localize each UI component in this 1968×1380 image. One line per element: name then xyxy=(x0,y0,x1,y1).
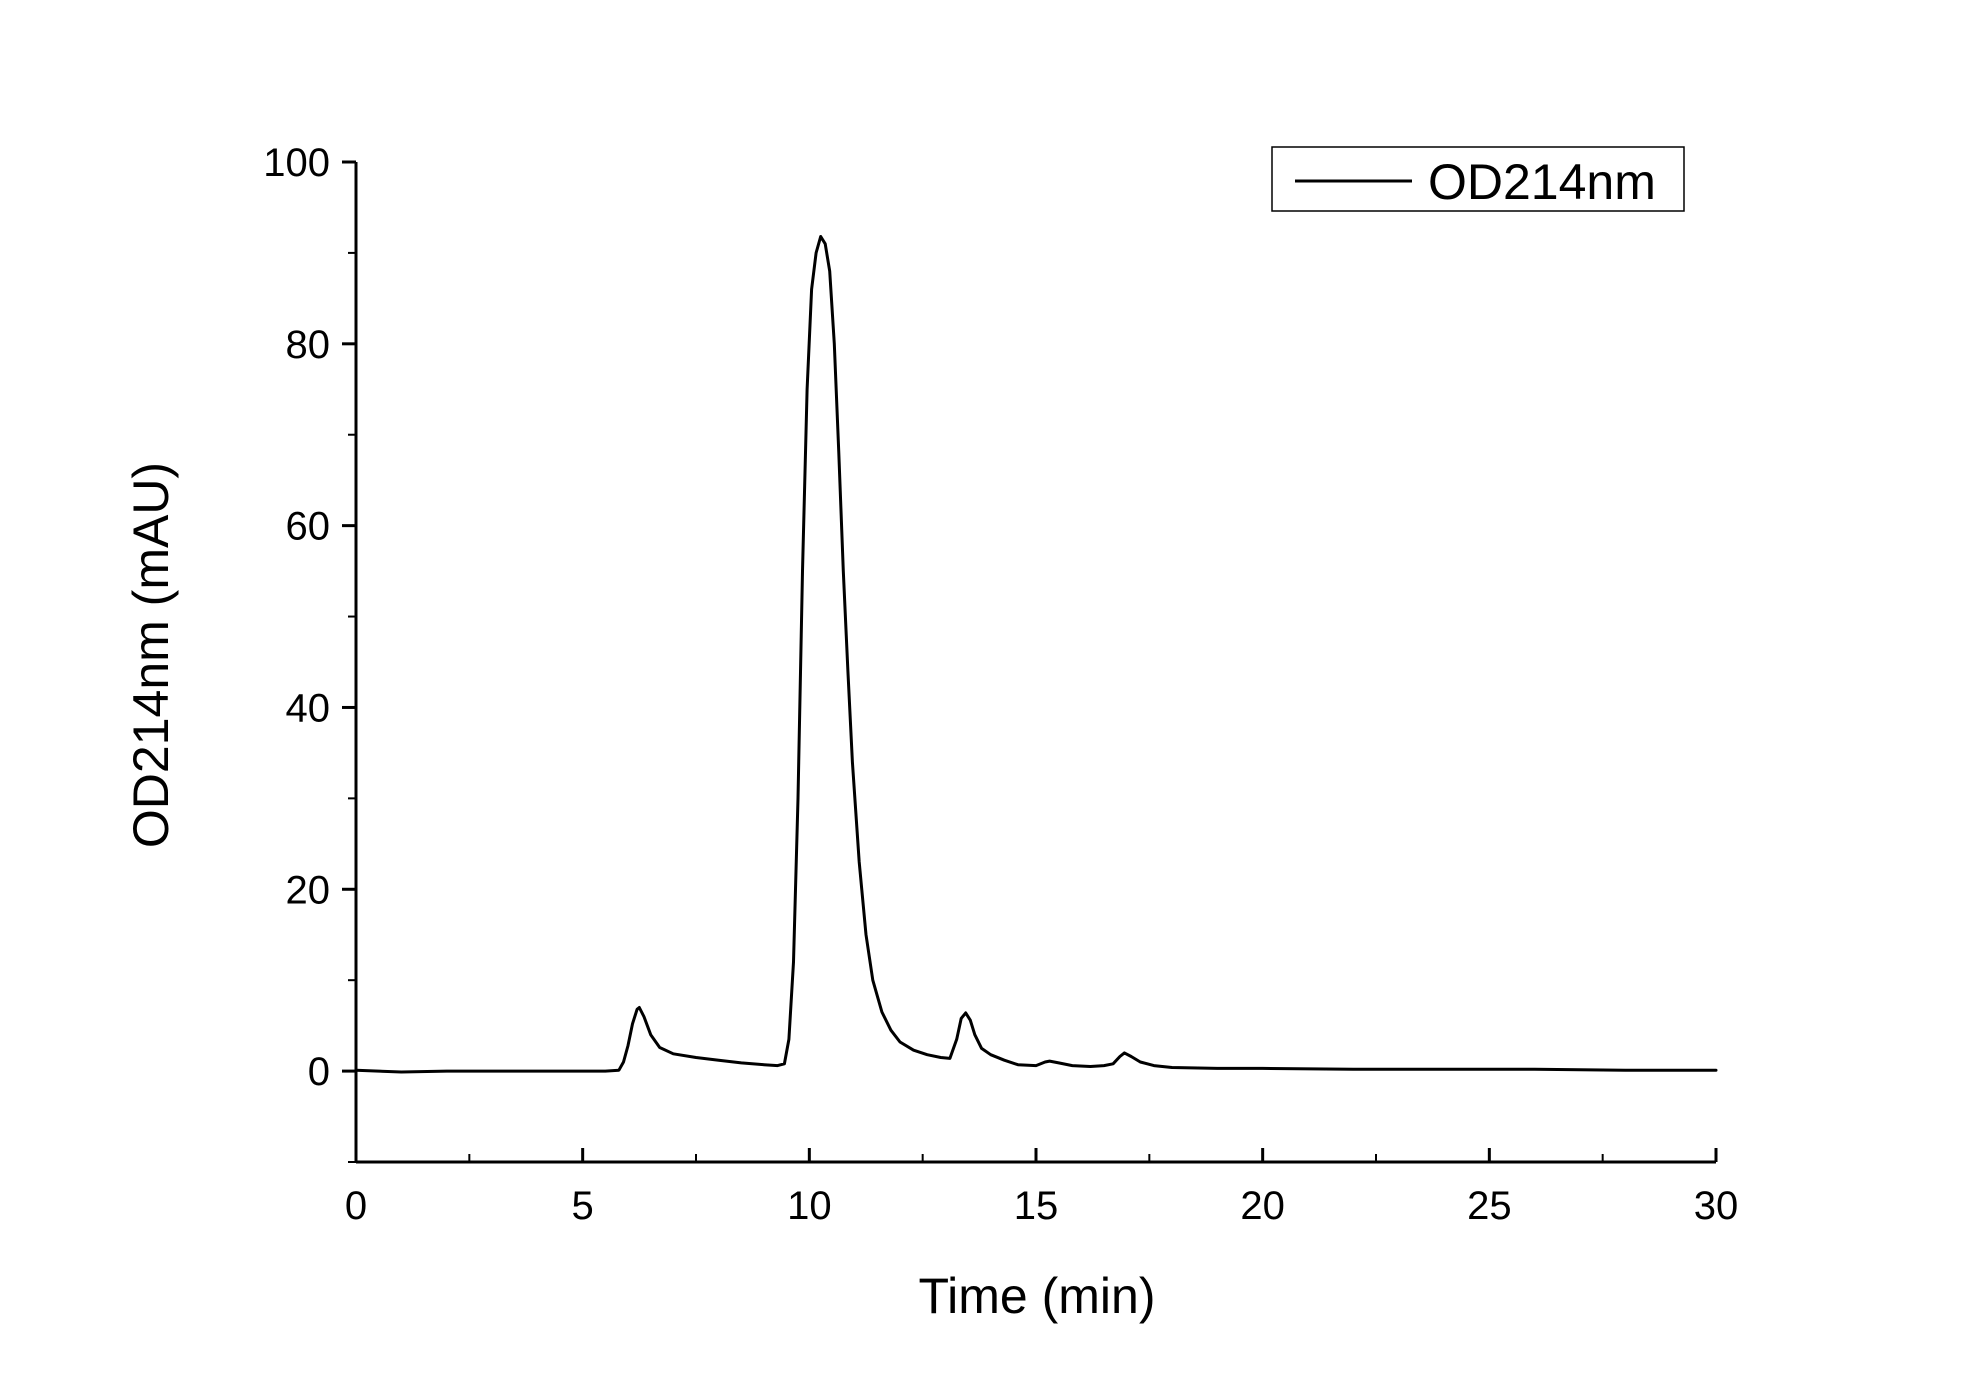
y-tick-label: 60 xyxy=(286,505,331,549)
y-tick-label: 20 xyxy=(286,868,331,912)
y-axis-title: OD214nm (mAU) xyxy=(123,462,179,848)
ticks: 0 5 10 15 20 25 30 0 20 40 60 80 100 xyxy=(263,141,1738,1228)
y-tick-label: 80 xyxy=(286,323,331,367)
x-tick-label: 25 xyxy=(1467,1184,1512,1228)
series-line-od214nm xyxy=(354,235,1718,1074)
y-tick-label: 40 xyxy=(286,686,331,730)
series-layer xyxy=(354,235,1718,1074)
x-tick-label: 5 xyxy=(572,1184,594,1228)
x-tick-label: 10 xyxy=(787,1184,832,1228)
legend: OD214nm xyxy=(1271,146,1685,212)
x-tick-label: 15 xyxy=(1014,1184,1059,1228)
legend-box xyxy=(1271,146,1685,212)
x-axis-title: Time (min) xyxy=(918,1268,1155,1324)
legend-entry-label: OD214nm xyxy=(1428,154,1656,210)
y-tick-label: 100 xyxy=(263,141,330,185)
y-tick-label: 0 xyxy=(308,1050,330,1094)
axes xyxy=(354,162,1716,1164)
x-tick-label: 20 xyxy=(1240,1184,1285,1228)
x-tick-label: 30 xyxy=(1694,1184,1739,1228)
x-tick-label: 0 xyxy=(345,1184,367,1228)
